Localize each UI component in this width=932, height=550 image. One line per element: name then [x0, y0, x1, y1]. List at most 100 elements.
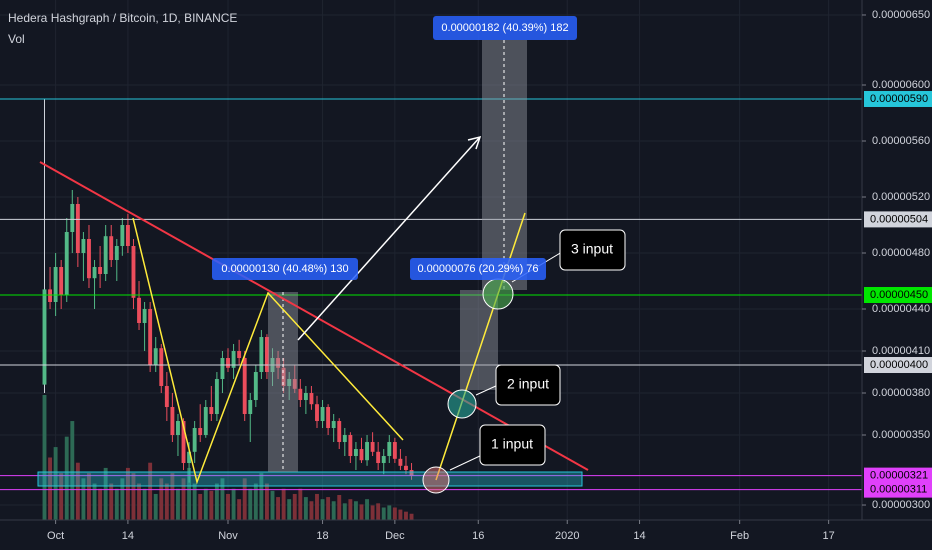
volume-bar	[248, 488, 253, 520]
volume-bar	[348, 499, 353, 520]
volume-label: Vol	[8, 32, 25, 46]
callout-box	[495, 364, 561, 406]
volume-bar	[159, 478, 164, 520]
candle-body	[353, 449, 358, 457]
range-box	[482, 40, 527, 290]
callout-box	[479, 424, 546, 466]
volume-bar	[376, 503, 381, 520]
candle-body	[92, 267, 97, 279]
candle-body	[53, 267, 58, 303]
y-tick-label: 0.00000300	[872, 499, 930, 511]
x-tick-label: Nov	[218, 530, 238, 542]
volume-bar	[359, 504, 364, 520]
price-line-label: 0.00000311	[870, 484, 927, 496]
x-tick-label: 16	[472, 530, 484, 542]
volume-bar	[409, 513, 414, 520]
volume-bar	[298, 488, 303, 520]
candle-body	[342, 435, 347, 443]
volume-bar	[220, 478, 225, 520]
volume-bar	[276, 497, 281, 520]
volume-bar	[64, 436, 69, 520]
candle-body	[387, 442, 392, 457]
volume-bar	[98, 488, 103, 520]
candle-body	[103, 236, 108, 275]
x-tick-label: 18	[316, 530, 328, 542]
x-tick-label: 2020	[555, 530, 579, 542]
price-line-tag	[864, 287, 932, 304]
price-line-tag	[864, 90, 932, 107]
callout-text: 2 input	[507, 376, 549, 392]
volume-bar	[264, 483, 269, 520]
candle-body	[376, 451, 381, 464]
y-tick-label: 0.00000440	[872, 303, 930, 315]
volume-bar	[81, 478, 86, 520]
price-line-label: 0.00000504	[870, 213, 928, 225]
candle-body	[120, 224, 125, 246]
candle-body	[398, 458, 403, 466]
volume-bar	[103, 467, 108, 520]
support-zone	[37, 471, 583, 487]
callout-box	[559, 229, 626, 271]
volume-bar	[70, 421, 75, 520]
volume-bar	[315, 493, 319, 520]
volume-bar	[87, 473, 91, 520]
chart-title: Hedera Hashgraph / Bitcoin, 1D, BINANCE	[8, 11, 237, 25]
price-line-label: 0.00000321	[870, 470, 928, 482]
candle-body	[114, 245, 119, 260]
x-tick-label: Oct	[47, 530, 64, 542]
entry-circle	[447, 389, 477, 419]
x-tick-label: 17	[823, 530, 835, 542]
candle-body	[159, 348, 164, 387]
volume-bar	[176, 488, 180, 520]
price-line-tag	[864, 467, 932, 484]
volume-bar	[181, 478, 186, 520]
volume-bar	[342, 503, 347, 520]
volume-bar	[125, 467, 130, 520]
entry-circle	[482, 278, 514, 310]
volume-bar	[292, 493, 297, 520]
candle-body	[365, 442, 369, 461]
candle-body	[281, 367, 286, 387]
candle-body	[381, 456, 386, 464]
volume-bar	[337, 495, 342, 520]
entry-circle	[422, 466, 450, 494]
volume-bar	[287, 499, 292, 520]
volume-bar	[92, 483, 97, 520]
volume-bar	[331, 501, 336, 520]
volume-bar	[303, 497, 308, 520]
candle-body	[404, 465, 408, 471]
volume-bar	[370, 505, 375, 520]
volume-bar	[387, 505, 392, 520]
volume-bar	[353, 501, 358, 520]
volume-bar	[148, 462, 153, 520]
candle-body	[164, 386, 169, 408]
range-label: 0.00000130 (40.48%) 130	[221, 263, 348, 275]
candle-body	[348, 435, 353, 457]
candle-body	[220, 358, 225, 380]
candle-body	[148, 309, 153, 366]
candle-body	[176, 421, 180, 436]
candle-body	[298, 388, 303, 401]
candle-body	[181, 421, 186, 464]
candle-body	[125, 224, 130, 246]
candle-body	[237, 351, 242, 359]
candle-body	[214, 379, 219, 415]
volume-bar	[170, 473, 175, 520]
volume-bar	[231, 488, 236, 520]
candle-body	[259, 337, 264, 373]
callout-text: 3 input	[571, 241, 613, 257]
y-tick-label: 0.00000480	[872, 247, 930, 259]
volume-bar	[137, 483, 141, 520]
range-label: 0.00000076 (20.29%) 76	[417, 263, 538, 275]
x-tick-label: Feb	[730, 530, 749, 542]
volume-bar	[404, 511, 408, 520]
candle-body	[242, 358, 247, 415]
volume-bar	[237, 499, 242, 520]
callout-pointer	[475, 384, 499, 396]
candle-body	[253, 372, 258, 401]
volume-bar	[326, 497, 331, 520]
candle-body	[203, 407, 208, 436]
volume-bar	[48, 457, 52, 520]
price-line-tag	[864, 357, 932, 374]
candle-body	[153, 348, 158, 366]
